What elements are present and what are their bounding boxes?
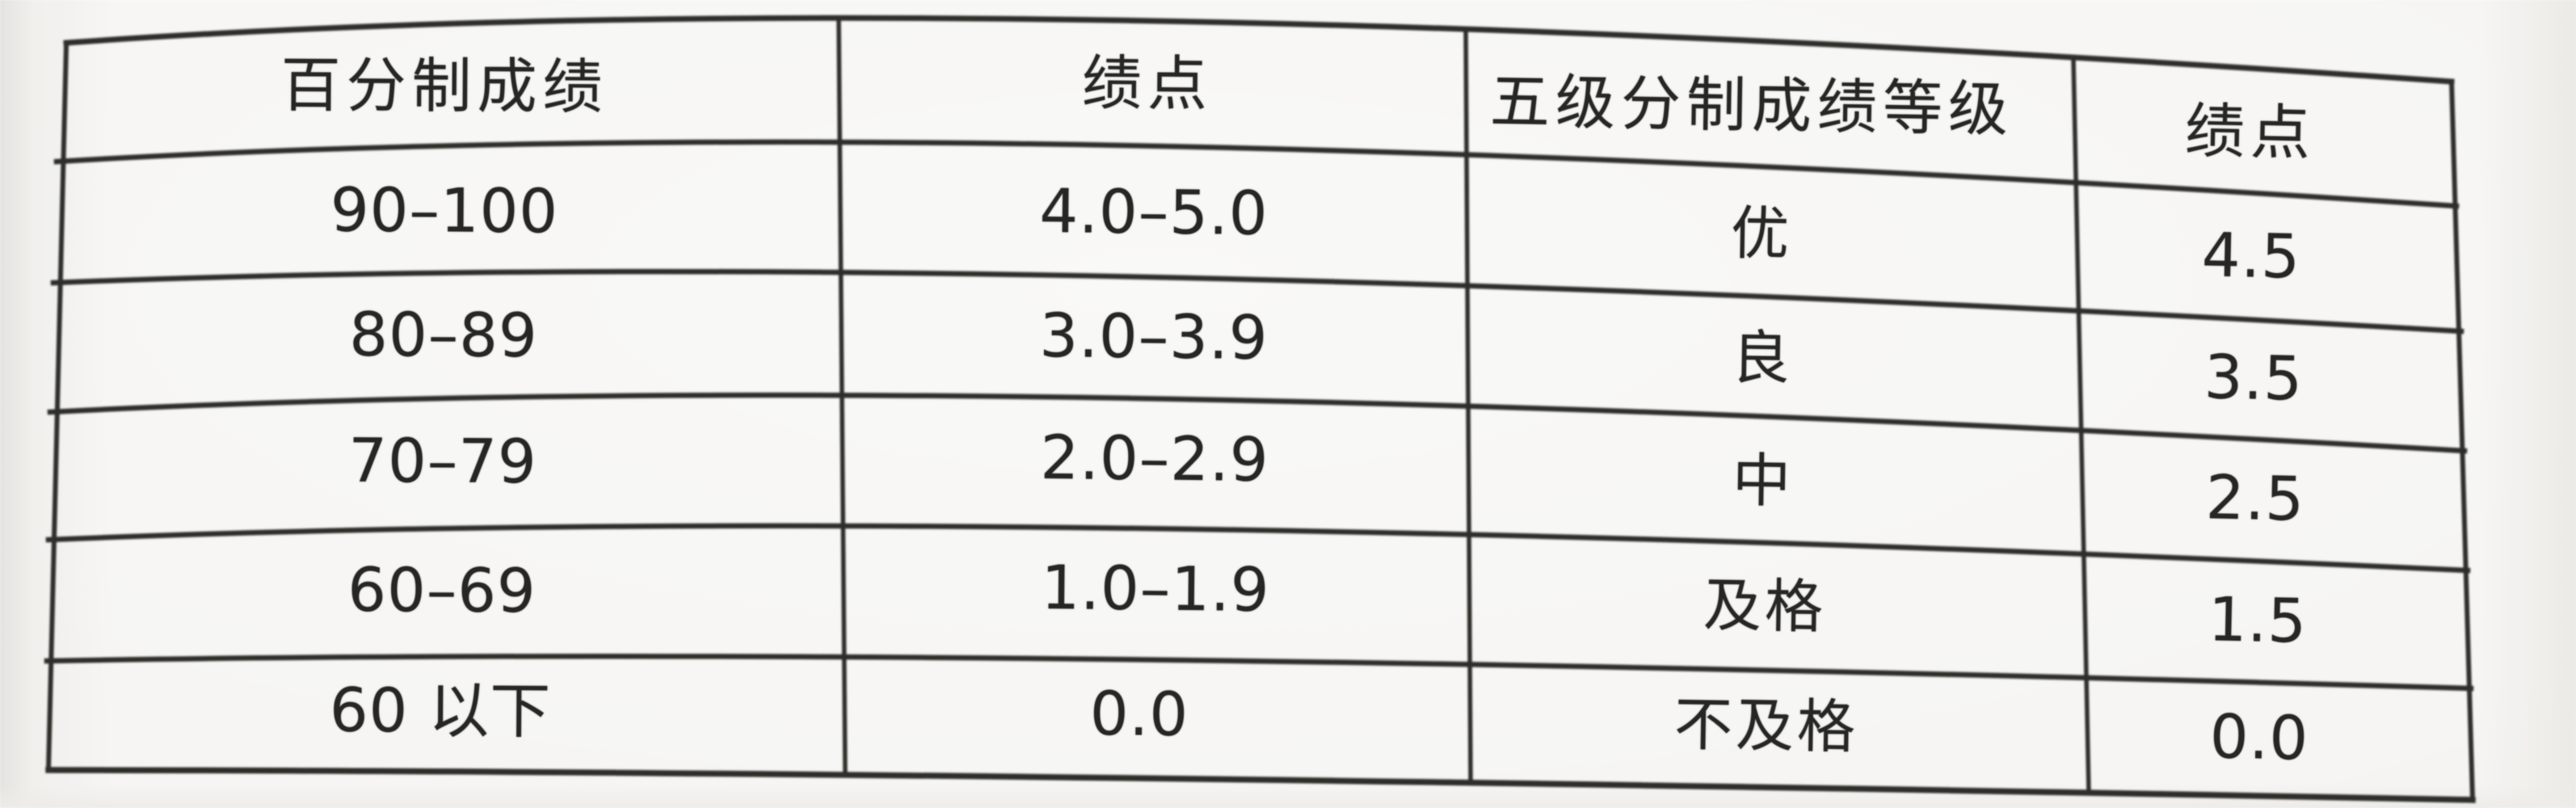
table-left-border xyxy=(45,41,69,772)
table-right-border xyxy=(2448,78,2476,802)
cell-r2-percent: 80–89 xyxy=(349,298,538,372)
cell-r1-grade: 优 xyxy=(1730,199,1793,268)
header-gpa-2: 绩点 xyxy=(2184,96,2317,169)
cell-r5-grade: 不及格 xyxy=(1673,690,1859,761)
table-bottom-border xyxy=(45,767,2476,803)
cell-r1-gpa: 4.0–5.0 xyxy=(1039,175,1269,249)
page-edge-shadow-right xyxy=(2479,0,2576,808)
grid-line-h2 xyxy=(50,268,2464,335)
cell-r3-grade-gpa: 2.5 xyxy=(2204,461,2306,535)
grid-line-h3 xyxy=(47,392,2468,454)
header-gpa: 绩点 xyxy=(1081,48,1214,120)
cell-r3-gpa: 2.0–2.9 xyxy=(1040,422,1269,495)
cell-r2-gpa: 3.0–3.9 xyxy=(1039,300,1269,373)
grid-vertical-lines xyxy=(45,19,2476,802)
grid-line-v3 xyxy=(2071,56,2091,794)
cell-r1-grade-gpa: 4.5 xyxy=(2200,219,2302,292)
cell-r2-grade: 良 xyxy=(1731,323,1794,393)
header-percent-score: 百分制成绩 xyxy=(280,50,608,123)
grid-horizontal-lines xyxy=(44,15,2476,803)
cell-r3-grade: 中 xyxy=(1732,446,1795,516)
grid-line-h5 xyxy=(44,653,2474,692)
cell-r5-gpa: 0.0 xyxy=(1089,677,1189,751)
grid-line-v2 xyxy=(1463,28,1473,785)
cell-r4-percent: 60–69 xyxy=(347,553,537,627)
grid-line-h4 xyxy=(45,523,2471,574)
grid-line-h1 xyxy=(53,139,2460,209)
cell-r1-percent: 90–100 xyxy=(330,174,559,247)
cell-r4-grade-gpa: 1.5 xyxy=(2207,583,2309,657)
cell-r5-percent: 60 以下 xyxy=(329,674,552,747)
header-five-level-grade: 五级分制成绩等级 xyxy=(1489,66,2014,145)
cell-r2-grade-gpa: 3.5 xyxy=(2203,341,2305,415)
cell-r4-grade: 及格 xyxy=(1703,570,1827,642)
cell-r4-gpa: 1.0–1.9 xyxy=(1041,552,1270,625)
table-top-border xyxy=(63,15,2455,85)
grid-line-v1 xyxy=(836,19,848,776)
cell-r3-percent: 70–79 xyxy=(348,424,537,498)
cell-r5-grade-gpa: 0.0 xyxy=(2208,701,2310,774)
